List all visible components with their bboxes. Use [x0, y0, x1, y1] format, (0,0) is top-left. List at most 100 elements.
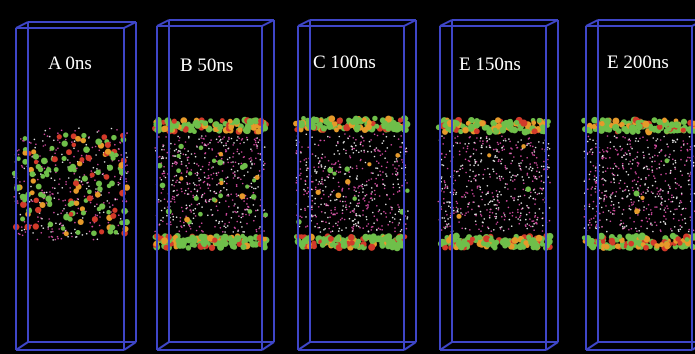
water-particle	[61, 161, 64, 163]
water-particle	[197, 165, 200, 167]
water-particle	[224, 149, 227, 151]
upper-leaflet-lipid	[301, 116, 306, 121]
water-particle	[681, 174, 683, 176]
water-particle	[223, 225, 225, 227]
water-particle	[478, 173, 480, 176]
water-particle	[628, 163, 630, 165]
water-particle	[392, 183, 395, 186]
water-particle	[333, 163, 335, 166]
water-particle	[117, 181, 120, 184]
water-particle	[457, 208, 459, 210]
water-particle	[353, 147, 356, 150]
water-particle	[479, 188, 482, 191]
water-particle	[232, 177, 235, 179]
water-particle	[249, 185, 251, 187]
water-particle	[485, 137, 488, 139]
water-particle	[180, 225, 182, 227]
water-particle	[482, 177, 484, 180]
water-particle	[524, 224, 527, 226]
water-particle	[373, 198, 376, 200]
water-particle	[533, 175, 535, 177]
water-particle	[646, 227, 648, 230]
water-particle	[52, 239, 54, 241]
lower-leaflet-lipid	[614, 243, 621, 250]
water-particle	[621, 156, 623, 158]
water-particle	[487, 192, 489, 194]
water-particle	[356, 175, 359, 177]
water-particle	[446, 187, 449, 189]
water-particle	[251, 150, 253, 152]
water-particle	[650, 212, 653, 214]
water-particle	[89, 201, 92, 204]
water-particle	[521, 176, 524, 178]
water-particle	[306, 192, 308, 194]
water-particle	[482, 142, 484, 145]
water-particle	[253, 143, 255, 146]
water-particle	[613, 162, 616, 165]
water-particle	[374, 182, 377, 185]
water-particle	[173, 198, 175, 201]
water-particle	[686, 148, 689, 151]
water-particle	[332, 189, 335, 192]
lipid-particle	[123, 218, 130, 226]
lipid-particle	[91, 230, 97, 237]
water-particle	[103, 202, 105, 204]
water-particle	[367, 205, 369, 207]
water-particle	[495, 207, 498, 210]
water-particle	[673, 139, 675, 142]
lipid-particle	[640, 195, 645, 201]
water-particle	[329, 199, 332, 202]
water-particle	[177, 193, 180, 196]
water-particle	[349, 166, 352, 168]
water-particle	[117, 224, 120, 227]
water-particle	[342, 142, 345, 144]
water-particle	[183, 147, 186, 150]
water-particle	[394, 230, 396, 233]
water-particle	[459, 168, 461, 171]
water-particle	[621, 225, 624, 228]
water-particle	[316, 171, 318, 173]
lower-leaflet-lipid	[530, 244, 537, 251]
water-particle	[54, 164, 57, 166]
water-particle	[663, 209, 666, 211]
water-particle	[226, 225, 229, 227]
water-particle	[664, 154, 667, 156]
lower-leaflet-lipid	[389, 244, 396, 251]
water-particle	[635, 183, 638, 186]
water-particle	[538, 176, 541, 178]
water-particle	[528, 207, 530, 209]
water-particle	[612, 209, 614, 212]
water-particle	[295, 152, 297, 154]
water-particle	[199, 179, 202, 181]
water-particle	[179, 220, 182, 222]
water-particle	[336, 212, 338, 214]
water-particle	[203, 138, 205, 140]
water-particle	[236, 139, 238, 142]
water-particle	[593, 178, 596, 181]
water-particle	[371, 199, 374, 201]
water-particle	[590, 218, 593, 220]
water-particle	[102, 172, 104, 175]
water-particle	[185, 153, 187, 156]
water-particle	[186, 183, 189, 185]
water-particle	[299, 168, 302, 170]
water-particle	[354, 223, 357, 225]
water-particle	[118, 214, 120, 216]
water-particle	[667, 191, 670, 193]
water-particle	[538, 171, 541, 173]
water-particle	[533, 177, 536, 179]
water-particle	[626, 195, 629, 197]
water-particle	[478, 228, 480, 231]
water-particle	[627, 189, 630, 192]
lower-leaflet-lipid	[191, 239, 197, 245]
water-particle	[61, 224, 63, 227]
lipid-particle	[218, 151, 224, 157]
water-particle	[300, 178, 302, 180]
water-particle	[253, 163, 256, 165]
water-particle	[508, 138, 510, 140]
water-particle	[180, 160, 183, 163]
water-particle	[78, 176, 81, 178]
lower-leaflet-lipid	[175, 237, 183, 244]
water-particle	[620, 222, 622, 225]
lipid-particle	[184, 216, 191, 223]
